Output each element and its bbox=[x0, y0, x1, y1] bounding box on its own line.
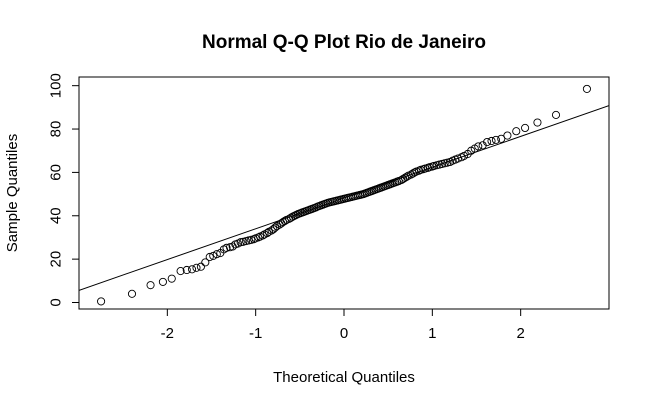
data-point bbox=[497, 134, 506, 143]
y-tick-label: 100 bbox=[47, 73, 64, 98]
y-tick-label: 60 bbox=[47, 164, 64, 181]
data-point bbox=[127, 289, 137, 298]
x-tick-label: -2 bbox=[161, 325, 174, 342]
data-point bbox=[292, 210, 301, 219]
data-point bbox=[192, 263, 201, 272]
data-point bbox=[533, 118, 542, 127]
x-tick-label: -1 bbox=[249, 325, 262, 342]
data-point bbox=[503, 131, 512, 140]
data-point bbox=[158, 277, 167, 286]
data-point bbox=[196, 262, 205, 271]
data-point bbox=[205, 252, 214, 262]
x-tick-label: 1 bbox=[428, 325, 436, 342]
y-axis-label: Sample Quantiles bbox=[4, 134, 21, 252]
data-point bbox=[311, 203, 320, 212]
data-point bbox=[212, 250, 221, 259]
data-point bbox=[582, 84, 591, 93]
data-point bbox=[483, 137, 492, 147]
data-point bbox=[474, 142, 483, 151]
data-point bbox=[280, 216, 289, 226]
data-point bbox=[176, 267, 185, 276]
data-point bbox=[263, 229, 272, 238]
data-point bbox=[188, 265, 197, 274]
data-point bbox=[97, 297, 106, 306]
points-group bbox=[97, 84, 591, 306]
data-point bbox=[146, 281, 155, 290]
data-point bbox=[487, 136, 496, 146]
data-point bbox=[491, 135, 500, 144]
y-tick-label: 40 bbox=[47, 207, 64, 224]
chart-title: Normal Q-Q Plot Rio de Janeiro bbox=[202, 32, 486, 53]
y-tick-label: 20 bbox=[47, 251, 64, 268]
y-tick-label: 80 bbox=[47, 121, 64, 138]
data-point bbox=[271, 223, 280, 232]
data-point bbox=[521, 123, 530, 133]
data-point bbox=[402, 172, 411, 181]
data-point bbox=[201, 258, 210, 267]
x-axis: -2 -1 0 1 2 bbox=[161, 308, 525, 342]
x-tick-label: 2 bbox=[516, 325, 524, 342]
x-axis-label: Theoretical Quantiles bbox=[273, 369, 415, 386]
data-point bbox=[167, 274, 176, 283]
data-point bbox=[512, 127, 521, 136]
data-point bbox=[258, 231, 267, 240]
data-point bbox=[222, 243, 231, 252]
x-tick-label: 0 bbox=[340, 325, 348, 342]
y-tick-label: 0 bbox=[47, 298, 64, 306]
data-point bbox=[551, 110, 561, 119]
data-point bbox=[236, 238, 245, 247]
data-point bbox=[182, 265, 191, 275]
y-axis: 0 20 40 60 80 100 bbox=[47, 73, 80, 307]
